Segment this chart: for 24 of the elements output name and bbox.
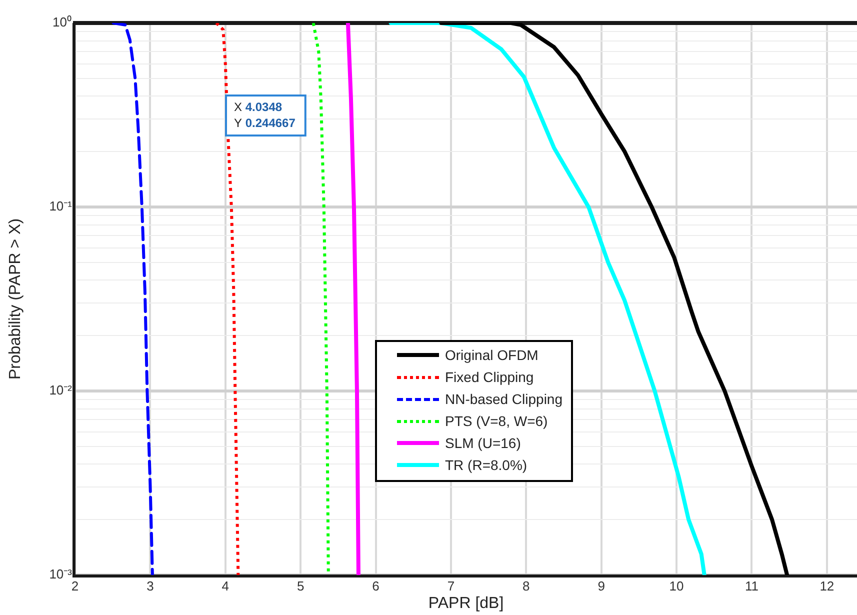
- x-tick-label: 9: [598, 578, 605, 594]
- legend-label: Original OFDM: [445, 347, 538, 363]
- y-tick-label: 10⁻³: [49, 566, 73, 582]
- x-tick-label: 6: [372, 578, 380, 594]
- legend-label: Fixed Clipping: [445, 369, 534, 385]
- x-tick-label: 12: [820, 578, 834, 594]
- y-axis-title: Probability (PAPR > X): [7, 218, 24, 380]
- legend-label: SLM (U=16): [445, 435, 521, 451]
- y-tick-label: 10⁻¹: [49, 198, 73, 214]
- x-tick-label: 2: [71, 578, 79, 594]
- x-tick-label: 10: [669, 578, 684, 594]
- annotation: X 4.0348 Y 0.244667: [234, 100, 296, 130]
- x-tick-label: 7: [447, 578, 455, 594]
- x-axis-title: PAPR [dB]: [428, 594, 504, 612]
- x-tick-label: 3: [146, 578, 154, 594]
- x-tick-label: 8: [522, 578, 530, 594]
- legend-label: PTS (V=8, W=6): [445, 413, 548, 429]
- y-tick-label: 10⁻²: [49, 382, 73, 398]
- y-tick-label: 10⁰: [52, 14, 72, 30]
- legend-label: NN-based Clipping: [445, 391, 563, 407]
- legend-label: TR (R=8.0%): [445, 457, 528, 473]
- x-tick-label: 11: [744, 578, 758, 594]
- x-tick-label: 4: [222, 578, 229, 594]
- x-tick-label: 5: [296, 578, 304, 594]
